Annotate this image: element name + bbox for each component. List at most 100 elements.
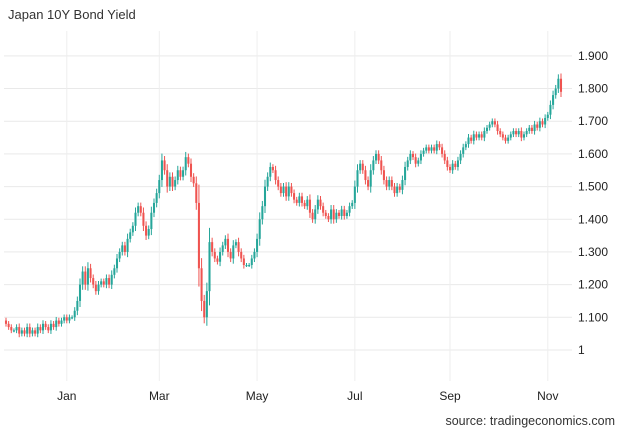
candle-body bbox=[312, 213, 314, 220]
candle-body bbox=[26, 327, 28, 334]
candle-body bbox=[198, 203, 200, 268]
candle-body bbox=[333, 209, 335, 219]
candle-body bbox=[452, 164, 454, 171]
candle-body bbox=[227, 239, 229, 252]
candle-body bbox=[256, 239, 258, 252]
candle-body bbox=[280, 187, 282, 194]
candle-body bbox=[306, 200, 308, 207]
candle-body bbox=[327, 216, 329, 219]
candle-body bbox=[108, 278, 110, 285]
candle-body bbox=[158, 180, 160, 193]
candle-body bbox=[338, 213, 340, 216]
candle-body bbox=[528, 128, 530, 131]
candle-body bbox=[393, 187, 395, 194]
candle-body bbox=[547, 115, 549, 118]
candle-body bbox=[195, 183, 197, 203]
candle-body bbox=[238, 242, 240, 252]
candle-body bbox=[177, 170, 179, 180]
candle-body bbox=[124, 245, 126, 252]
candle-body bbox=[132, 226, 134, 233]
y-tick-label: 1.300 bbox=[578, 245, 608, 259]
candle-body bbox=[330, 209, 332, 219]
candle-body bbox=[367, 180, 369, 187]
candle-body bbox=[473, 134, 475, 141]
candle-body bbox=[275, 170, 277, 180]
candle-body bbox=[534, 124, 536, 131]
candle-body bbox=[74, 311, 76, 318]
candle-body bbox=[66, 317, 68, 320]
candle-body bbox=[95, 285, 97, 292]
candle-body bbox=[504, 138, 506, 141]
x-tick-label: May bbox=[246, 389, 269, 403]
candle-body bbox=[10, 327, 12, 330]
candle-body bbox=[499, 131, 501, 134]
candle-body bbox=[478, 134, 480, 137]
candle-body bbox=[288, 187, 290, 197]
candle-body bbox=[346, 213, 348, 216]
candle-body bbox=[203, 301, 205, 317]
candle-body bbox=[68, 317, 70, 320]
candle-body bbox=[433, 147, 435, 150]
candle-body bbox=[174, 180, 176, 187]
candle-body bbox=[248, 265, 250, 266]
candle-body bbox=[53, 324, 55, 327]
candle-body bbox=[171, 177, 173, 187]
candle-body bbox=[364, 170, 366, 180]
candle-body bbox=[166, 170, 168, 186]
candle-body bbox=[383, 170, 385, 180]
candle-body bbox=[21, 330, 23, 333]
candle-body bbox=[42, 324, 44, 331]
candle-body bbox=[103, 281, 105, 284]
candle-body bbox=[97, 285, 99, 292]
candle-body bbox=[462, 147, 464, 154]
candle-body bbox=[356, 170, 358, 186]
candle-body bbox=[467, 138, 469, 145]
candle-body bbox=[541, 121, 543, 124]
candle-body bbox=[119, 252, 121, 259]
candle-body bbox=[269, 167, 271, 177]
candle-body bbox=[60, 321, 62, 324]
candle-body bbox=[549, 105, 551, 115]
candle-body bbox=[148, 229, 150, 236]
x-axis: Jan Mar May Jul Sep Nov bbox=[57, 389, 558, 403]
candle-body bbox=[277, 180, 279, 187]
candle-body bbox=[29, 327, 31, 334]
y-tick-label: 1.200 bbox=[578, 278, 608, 292]
y-axis: 11.1001.2001.3001.4001.5001.6001.7001.80… bbox=[578, 49, 608, 357]
candle-body bbox=[475, 134, 477, 137]
candle-body bbox=[401, 180, 403, 190]
y-tick-label: 1.800 bbox=[578, 82, 608, 96]
candle-body bbox=[391, 180, 393, 187]
candle-body bbox=[388, 180, 390, 187]
candle-body bbox=[454, 164, 456, 167]
candle-body bbox=[243, 258, 245, 265]
candle-body bbox=[423, 151, 425, 154]
candle-body bbox=[441, 147, 443, 154]
candle-body bbox=[63, 317, 65, 320]
candle-body bbox=[489, 124, 491, 127]
candle-body bbox=[372, 160, 374, 170]
candle-body bbox=[82, 272, 84, 285]
candle-body bbox=[216, 258, 218, 261]
candle-body bbox=[317, 200, 319, 210]
candle-body bbox=[293, 193, 295, 200]
candle-body bbox=[211, 242, 213, 252]
candle-body bbox=[555, 89, 557, 96]
candle-body bbox=[446, 160, 448, 167]
candle-body bbox=[23, 330, 25, 333]
candle-body bbox=[39, 327, 41, 330]
y-tick-label: 1.500 bbox=[578, 180, 608, 194]
candle-body bbox=[201, 268, 203, 301]
candle-body bbox=[84, 272, 86, 285]
candle-body bbox=[420, 154, 422, 161]
candle-body bbox=[187, 157, 189, 164]
candle-body bbox=[399, 187, 401, 190]
candle-body bbox=[259, 219, 261, 239]
candle-body bbox=[182, 170, 184, 177]
candle-body bbox=[140, 206, 142, 213]
candle-body bbox=[230, 252, 232, 259]
y-tick-label: 1.700 bbox=[578, 114, 608, 128]
candle-body bbox=[13, 330, 15, 331]
candle-body bbox=[261, 206, 263, 219]
candle-body bbox=[417, 160, 419, 163]
